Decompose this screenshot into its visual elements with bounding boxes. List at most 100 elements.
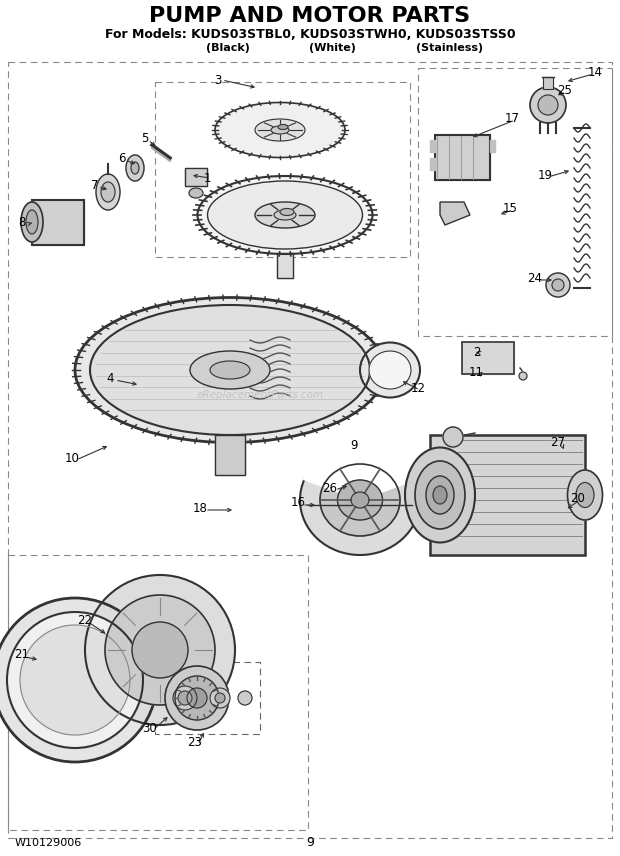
- Circle shape: [105, 595, 215, 705]
- Ellipse shape: [90, 305, 370, 435]
- Text: 25: 25: [557, 84, 572, 97]
- Ellipse shape: [360, 342, 420, 397]
- Text: 12: 12: [410, 382, 425, 395]
- Bar: [418, 68, 612, 336]
- Circle shape: [215, 693, 225, 703]
- Circle shape: [165, 666, 229, 730]
- Text: 7: 7: [91, 179, 99, 192]
- Ellipse shape: [21, 202, 43, 242]
- Text: 22: 22: [78, 614, 92, 627]
- Bar: [32, 200, 84, 245]
- Bar: [30, 233, 38, 239]
- Text: 24: 24: [528, 271, 542, 284]
- Ellipse shape: [274, 210, 296, 220]
- Bar: [430, 435, 585, 555]
- Text: 8: 8: [19, 216, 25, 229]
- Text: 9: 9: [350, 438, 358, 451]
- Ellipse shape: [190, 351, 270, 389]
- Ellipse shape: [208, 181, 363, 249]
- Text: PUMP AND MOTOR PARTS: PUMP AND MOTOR PARTS: [149, 6, 471, 26]
- Bar: [30, 204, 38, 210]
- Circle shape: [187, 688, 207, 708]
- Ellipse shape: [433, 486, 447, 504]
- Ellipse shape: [320, 464, 400, 536]
- Ellipse shape: [75, 298, 385, 443]
- Bar: [155, 662, 260, 734]
- Text: 30: 30: [143, 722, 157, 734]
- Circle shape: [173, 686, 197, 710]
- Ellipse shape: [369, 351, 411, 389]
- Bar: [435, 135, 490, 180]
- Text: 5: 5: [141, 132, 149, 145]
- Text: 20: 20: [570, 491, 585, 504]
- Ellipse shape: [405, 448, 475, 543]
- Ellipse shape: [255, 119, 305, 141]
- Ellipse shape: [215, 103, 345, 158]
- Ellipse shape: [426, 476, 454, 514]
- Ellipse shape: [351, 492, 369, 508]
- Text: For Models: KUDS03STBL0, KUDS03STWH0, KUDS03STSS0: For Models: KUDS03STBL0, KUDS03STWH0, KU…: [105, 27, 515, 40]
- Bar: [430, 435, 585, 555]
- Circle shape: [175, 676, 219, 720]
- Text: 2: 2: [473, 346, 480, 359]
- Bar: [462, 342, 514, 374]
- Circle shape: [85, 575, 235, 725]
- Circle shape: [7, 612, 143, 748]
- Circle shape: [20, 625, 130, 735]
- Bar: [430, 158, 435, 170]
- Circle shape: [178, 691, 192, 705]
- Text: 1: 1: [203, 171, 211, 185]
- Ellipse shape: [280, 209, 294, 216]
- Circle shape: [132, 622, 188, 678]
- Ellipse shape: [126, 155, 144, 181]
- Bar: [215, 435, 245, 475]
- Circle shape: [546, 273, 570, 297]
- Circle shape: [519, 372, 527, 380]
- Bar: [543, 77, 553, 89]
- Text: 27: 27: [551, 436, 565, 449]
- Text: (Black): (Black): [206, 43, 250, 53]
- Text: W10129006: W10129006: [15, 838, 82, 848]
- Text: 18: 18: [193, 502, 208, 514]
- Bar: [32, 200, 84, 245]
- Text: 6: 6: [118, 152, 126, 164]
- Ellipse shape: [576, 483, 594, 508]
- Text: 19: 19: [538, 169, 552, 181]
- Text: 3: 3: [215, 74, 222, 86]
- Ellipse shape: [567, 470, 603, 520]
- Bar: [8, 555, 308, 830]
- Text: eReplacementParts.com: eReplacementParts.com: [197, 390, 324, 400]
- Circle shape: [238, 691, 252, 705]
- Bar: [277, 253, 293, 278]
- Bar: [490, 140, 495, 152]
- Ellipse shape: [415, 461, 465, 529]
- Ellipse shape: [189, 188, 203, 198]
- Bar: [215, 435, 245, 475]
- Ellipse shape: [300, 445, 420, 555]
- Circle shape: [0, 598, 157, 762]
- Text: (Stainless): (Stainless): [417, 43, 484, 53]
- Bar: [462, 342, 514, 374]
- Circle shape: [530, 87, 566, 123]
- Text: 17: 17: [505, 111, 520, 124]
- Bar: [435, 135, 490, 180]
- Ellipse shape: [255, 202, 315, 228]
- Circle shape: [552, 279, 564, 291]
- Circle shape: [443, 427, 463, 447]
- Circle shape: [538, 95, 558, 115]
- Text: (White): (White): [309, 43, 355, 53]
- Text: 10: 10: [64, 451, 79, 465]
- Ellipse shape: [26, 210, 38, 234]
- Ellipse shape: [271, 126, 289, 134]
- Text: 9: 9: [306, 836, 314, 849]
- Text: 14: 14: [588, 66, 603, 79]
- Text: 4: 4: [106, 372, 113, 384]
- Bar: [185, 168, 207, 186]
- Circle shape: [210, 688, 230, 708]
- Ellipse shape: [101, 182, 115, 202]
- Text: 26: 26: [322, 482, 337, 495]
- Bar: [185, 168, 207, 186]
- Ellipse shape: [278, 124, 288, 129]
- Text: 11: 11: [469, 366, 484, 378]
- Bar: [277, 253, 293, 278]
